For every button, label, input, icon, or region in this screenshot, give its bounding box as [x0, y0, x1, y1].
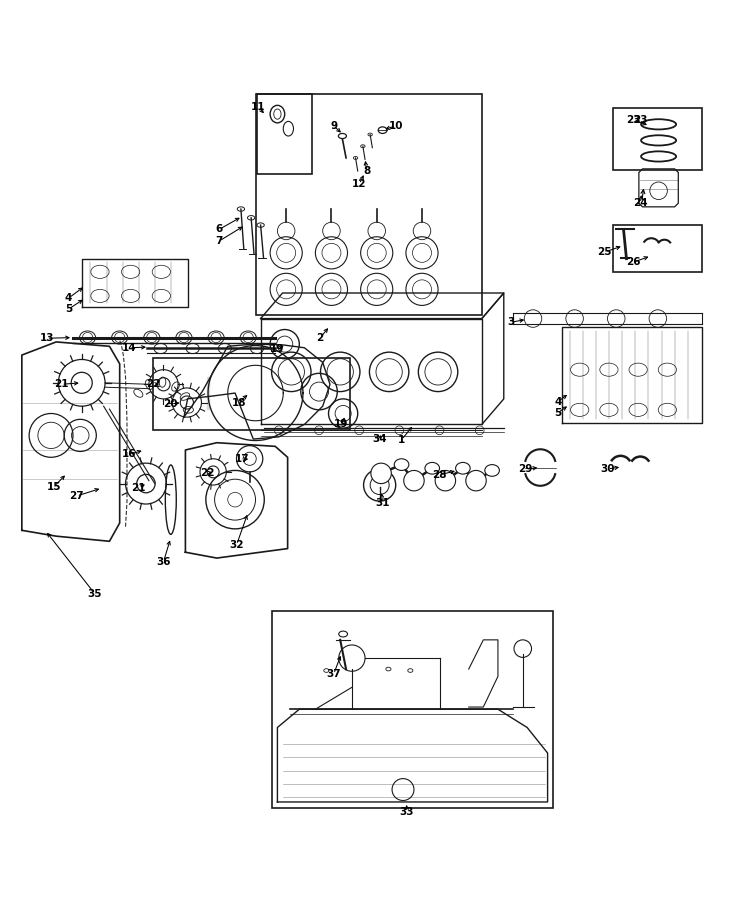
Ellipse shape [394, 459, 409, 471]
Text: 5: 5 [65, 304, 72, 314]
Circle shape [435, 471, 456, 491]
Text: 6: 6 [216, 224, 223, 235]
Text: 36: 36 [156, 557, 171, 567]
Text: 23: 23 [633, 115, 647, 125]
Text: 14: 14 [122, 343, 136, 353]
Text: 32: 32 [229, 540, 244, 550]
Text: 12: 12 [352, 179, 366, 189]
Text: 3: 3 [507, 317, 515, 328]
Ellipse shape [485, 464, 499, 476]
Text: 16: 16 [122, 449, 136, 459]
Text: 23: 23 [626, 115, 641, 125]
Text: 22: 22 [200, 468, 215, 478]
Text: 29: 29 [518, 464, 533, 474]
Text: 34: 34 [372, 434, 387, 444]
Circle shape [465, 471, 486, 491]
Text: 18: 18 [232, 398, 246, 408]
Text: 1: 1 [398, 435, 405, 445]
Text: 28: 28 [432, 470, 447, 480]
Text: 8: 8 [363, 166, 370, 176]
Text: 21: 21 [54, 379, 68, 390]
Text: 35: 35 [88, 589, 102, 598]
Text: 11: 11 [251, 102, 265, 112]
Text: 21: 21 [131, 483, 146, 493]
Circle shape [371, 464, 391, 483]
Ellipse shape [425, 463, 440, 474]
Text: 31: 31 [375, 498, 390, 508]
Text: 15: 15 [47, 482, 62, 491]
Text: 20: 20 [163, 399, 178, 409]
Text: 22: 22 [146, 379, 161, 390]
Text: 27: 27 [70, 491, 84, 501]
Text: 25: 25 [597, 248, 612, 257]
Text: 10: 10 [388, 121, 403, 130]
Text: 33: 33 [399, 807, 414, 817]
Text: 7: 7 [216, 236, 223, 247]
Text: 17: 17 [235, 454, 250, 464]
Ellipse shape [456, 463, 470, 474]
Text: 13: 13 [40, 333, 54, 343]
Text: 37: 37 [326, 670, 341, 680]
Text: 4: 4 [554, 397, 561, 407]
Text: 30: 30 [600, 464, 615, 474]
Text: 4: 4 [65, 293, 73, 303]
Text: 5: 5 [554, 408, 561, 418]
Circle shape [404, 471, 424, 491]
Text: 19: 19 [270, 344, 284, 355]
Text: 2: 2 [316, 333, 323, 343]
Text: 26: 26 [626, 257, 641, 267]
Text: 24: 24 [633, 198, 648, 208]
Text: 9: 9 [330, 121, 337, 130]
Text: 19: 19 [334, 419, 348, 429]
